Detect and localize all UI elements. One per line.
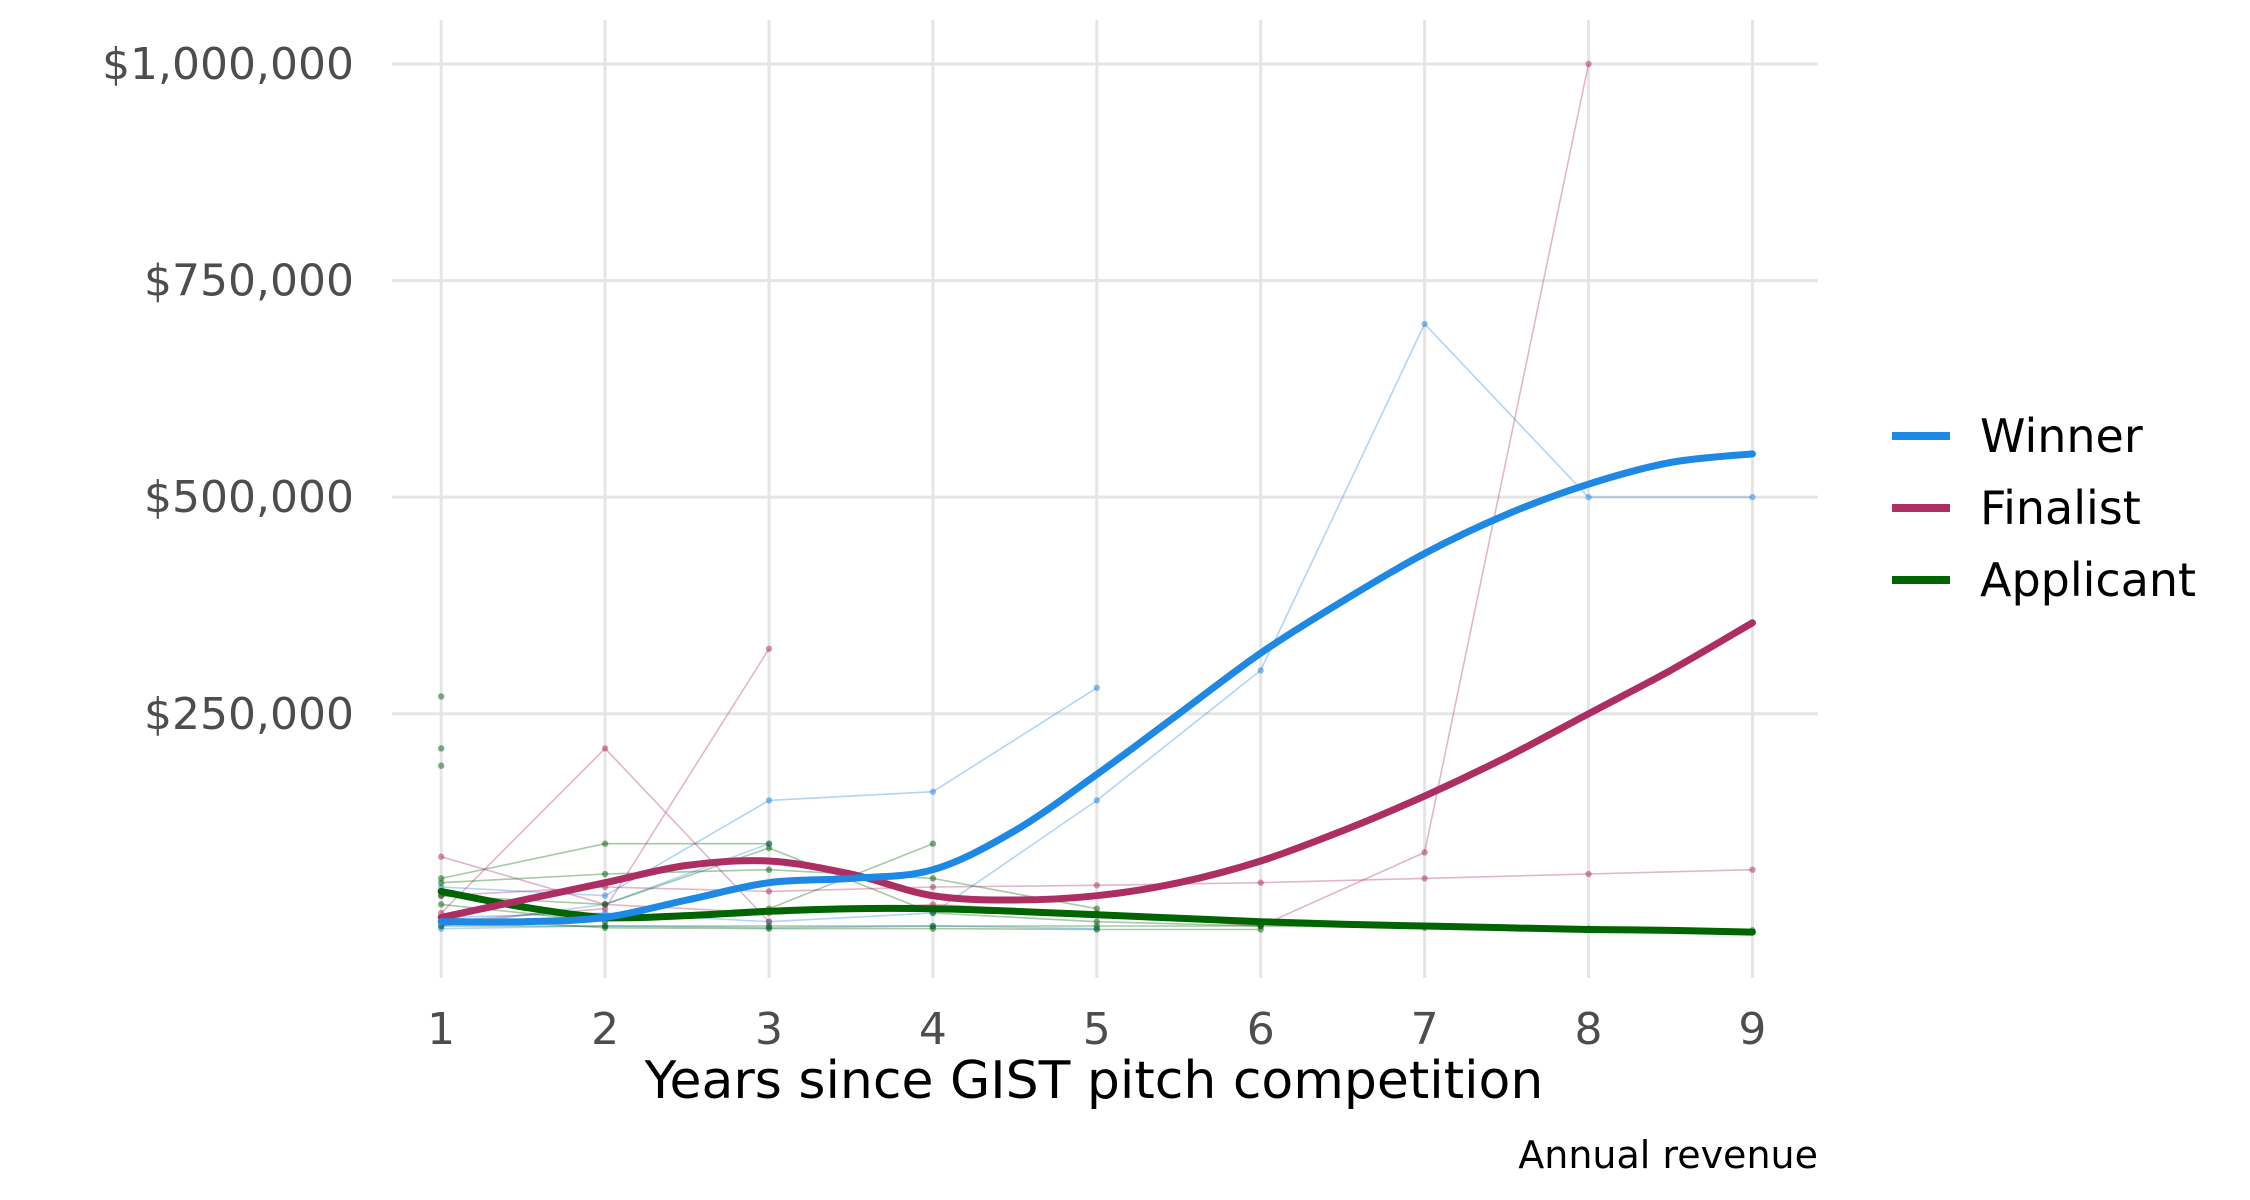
legend: Winner Finalist Applicant [1892, 409, 2196, 607]
winner-raw-point [1585, 493, 1592, 501]
x-tick-label: 9 [1738, 1004, 1766, 1055]
finalist-raw-point [1421, 849, 1428, 856]
x-tick-label: 6 [1247, 1004, 1275, 1055]
finalist-raw-point [1585, 60, 1592, 68]
applicant-raw-point [765, 866, 773, 873]
finalist-raw-point [1749, 866, 1756, 873]
winner-raw-point [765, 797, 773, 804]
applicant-raw-point [601, 924, 609, 931]
x-tick-label: 2 [591, 1004, 619, 1055]
applicant-raw-point [437, 879, 445, 886]
winner-raw-point [929, 788, 937, 795]
finalist-raw-point [929, 883, 937, 891]
grid-lines [392, 20, 1818, 978]
finalist-raw-point [1421, 875, 1428, 882]
applicant-raw-point [437, 901, 445, 908]
finalist-trend-line [437, 619, 1756, 921]
applicant-raw-point [929, 840, 937, 847]
legend-label-winner: Winner [1980, 409, 2143, 463]
winner-raw-point [1257, 667, 1264, 674]
applicant-trend-line [437, 887, 1756, 936]
winner-trend-line [437, 450, 1756, 926]
x-tick-label: 7 [1411, 1004, 1439, 1055]
applicant-raw-point [437, 745, 445, 752]
finalist-raw-point [601, 745, 609, 752]
applicant-raw-point [601, 870, 609, 878]
applicant-raw-point [1093, 926, 1101, 933]
applicant-raw-point [1257, 926, 1264, 933]
finalist-raw-point [437, 853, 445, 860]
x-tick-label: 1 [427, 1004, 455, 1055]
winner-raw-point [1749, 493, 1756, 501]
applicant-raw-point [437, 693, 445, 700]
applicant-raw-point [929, 875, 937, 882]
finalist-raw-point [1257, 879, 1264, 886]
winner-raw-point [1093, 684, 1101, 691]
applicant-raw-point [929, 925, 937, 932]
x-tick-label: 5 [1083, 1004, 1111, 1055]
finalist-raw-point [1093, 882, 1101, 889]
y-tick-label: $500,000 [144, 472, 354, 523]
smoothed-trends [437, 450, 1756, 936]
applicant-raw-point [601, 901, 609, 908]
x-axis-ticks: 1 2 3 4 5 6 7 8 9 [427, 1004, 1766, 1055]
y-tick-label: $250,000 [144, 689, 354, 740]
finalist-raw-point [1585, 870, 1592, 878]
winner-raw-point [1421, 320, 1428, 328]
finalist-raw-point [765, 645, 773, 652]
x-tick-label: 8 [1575, 1004, 1603, 1055]
winner-raw-point [601, 892, 609, 899]
y-tick-label: $750,000 [144, 256, 354, 307]
y-tick-label: $1,000,000 [102, 39, 354, 90]
applicant-raw-point [765, 925, 773, 932]
finalist-raw-point [765, 888, 773, 895]
chart-caption: Annual revenue [1518, 1133, 1818, 1177]
applicant-raw-point [437, 762, 445, 769]
applicant-raw-point [601, 840, 609, 847]
applicant-raw-line [441, 916, 1261, 931]
x-tick-label: 3 [755, 1004, 783, 1055]
applicant-raw-point [1093, 905, 1101, 912]
winner-raw-point [1093, 797, 1101, 804]
y-axis-ticks: $250,000 $500,000 $750,000 $1,000,000 [102, 39, 354, 740]
x-tick-label: 4 [919, 1004, 947, 1055]
legend-label-finalist: Finalist [1980, 481, 2141, 535]
legend-label-applicant: Applicant [1980, 553, 2196, 607]
x-axis-title: Years since GIST pitch competition [644, 1051, 1544, 1111]
applicant-raw-point [765, 844, 773, 852]
